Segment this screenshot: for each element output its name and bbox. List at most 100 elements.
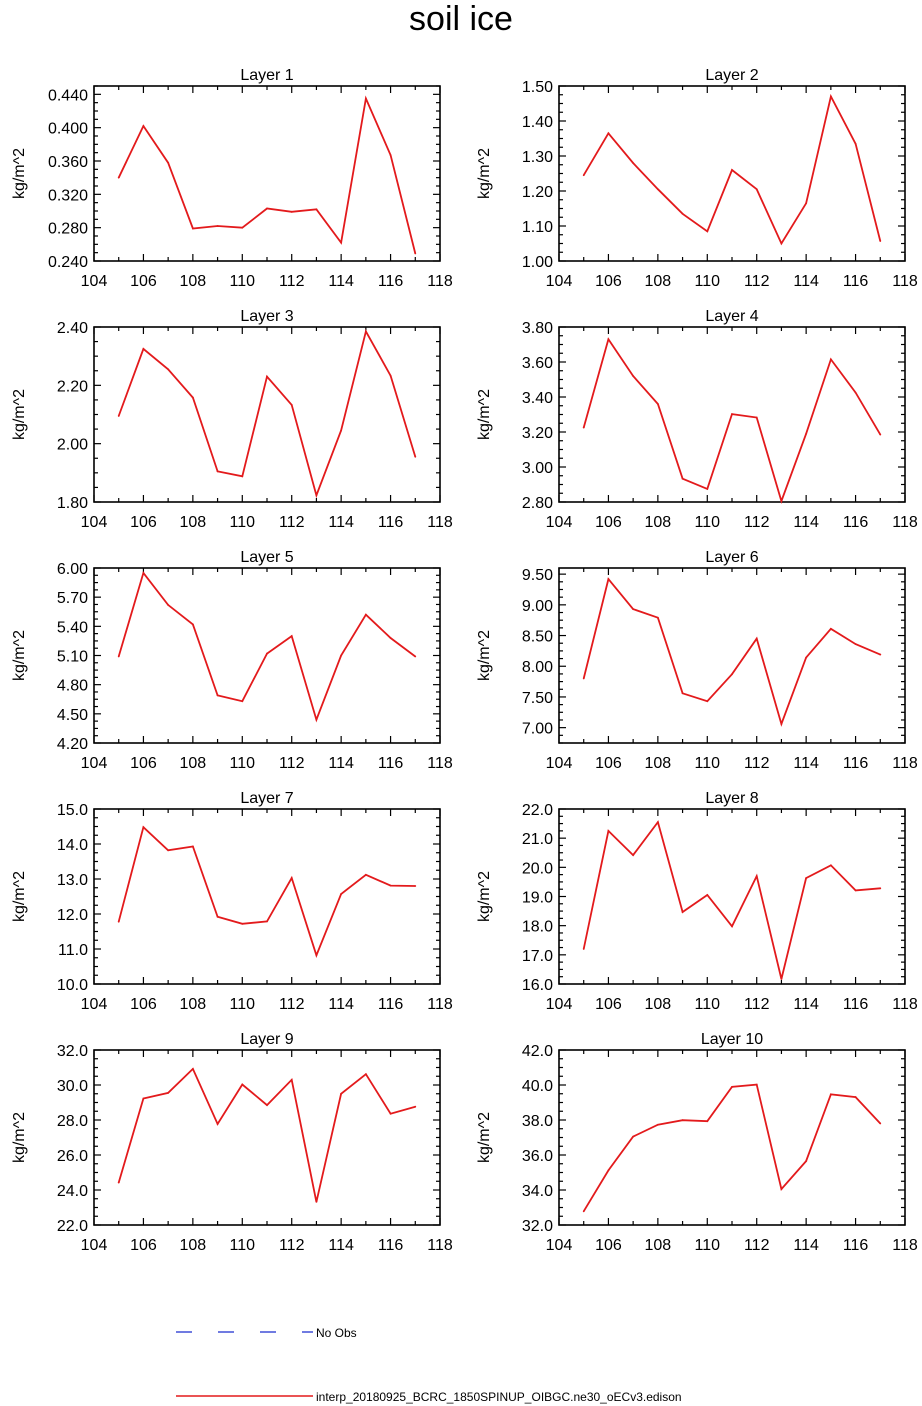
y-axis-label: kg/m^2	[11, 630, 28, 681]
x-tick-label: 118	[892, 755, 918, 772]
data-point	[731, 925, 733, 928]
data-point	[854, 391, 857, 394]
data-point	[290, 403, 293, 406]
data-point	[632, 162, 635, 164]
x-tick-label: 110	[230, 514, 256, 531]
data-point	[706, 700, 709, 703]
y-tick-label: 10.0	[57, 977, 88, 994]
y-tick-label: 5.10	[57, 649, 88, 666]
y-tick-label: 3.60	[522, 355, 553, 372]
x-tick-label: 106	[595, 273, 622, 290]
y-tick-label: 8.00	[522, 659, 553, 676]
x-tick-label: 110	[230, 996, 256, 1013]
x-tick-label: 114	[328, 755, 354, 772]
x-tick-label: 112	[279, 514, 305, 531]
data-point	[706, 894, 709, 896]
data-point	[780, 723, 783, 725]
series-line	[117, 328, 417, 499]
y-tick-label: 2.20	[57, 378, 88, 395]
data-point	[389, 154, 392, 157]
x-tick-label: 108	[180, 996, 207, 1013]
data-point	[389, 637, 392, 639]
x-tick-label: 112	[744, 273, 770, 290]
y-tick-label: 28.0	[57, 1113, 88, 1130]
y-tick-label: 4.20	[57, 736, 88, 753]
data-point	[780, 1188, 783, 1191]
data-point	[241, 475, 244, 478]
data-point	[829, 627, 832, 630]
x-tick-label: 118	[892, 996, 918, 1013]
y-tick-label: 21.0	[522, 831, 553, 848]
data-point	[582, 174, 585, 177]
y-axis-label: kg/m^2	[476, 1112, 493, 1163]
data-point	[829, 358, 832, 361]
x-tick-label: 104	[81, 273, 108, 290]
data-point	[389, 884, 392, 887]
x-tick-label: 104	[546, 273, 573, 290]
panels-container: Layer 1 kg/m^2 104 106 108 110 112 114 116 118 0.2…	[11, 67, 918, 1254]
data-point	[879, 653, 882, 656]
data-point	[142, 826, 145, 829]
data-point	[117, 655, 120, 658]
x-tick-label: 114	[793, 996, 819, 1013]
y-tick-label: 9.50	[522, 567, 553, 584]
y-tick-label: 1.50	[522, 79, 553, 96]
data-point	[829, 1093, 832, 1096]
x-tick-label: 114	[793, 514, 819, 531]
data-point	[706, 230, 709, 233]
panel-title: Layer 10	[701, 1031, 763, 1048]
x-tick-label: 106	[595, 1237, 622, 1254]
data-point	[879, 887, 882, 890]
y-axis-label: kg/m^2	[476, 630, 493, 681]
data-point	[414, 252, 417, 255]
y-tick-label: 0.280	[48, 221, 88, 238]
x-tick-label: 112	[279, 273, 305, 290]
y-tick-label: 1.30	[522, 149, 553, 166]
plot-frame	[93, 808, 441, 985]
data-point	[216, 694, 219, 697]
x-tick-label: 112	[279, 996, 305, 1013]
data-point	[632, 608, 635, 611]
y-tick-label: 32.0	[57, 1043, 88, 1060]
legend-label-no-obs: No Obs	[316, 1326, 357, 1340]
data-point	[167, 368, 170, 371]
y-tick-label: 7.50	[522, 690, 553, 707]
data-point	[656, 403, 659, 405]
data-point	[805, 877, 808, 880]
x-tick-label: 116	[843, 514, 869, 531]
x-tick-label: 114	[328, 514, 354, 531]
data-point	[216, 915, 219, 918]
data-point	[681, 692, 684, 695]
y-tick-label: 4.50	[57, 707, 88, 724]
data-point	[340, 893, 343, 895]
data-point	[805, 432, 808, 435]
x-tick-label: 118	[427, 1237, 453, 1254]
data-point	[364, 97, 367, 100]
y-tick-label: 2.80	[522, 495, 553, 512]
data-point	[607, 829, 610, 832]
x-tick-label: 106	[130, 514, 157, 531]
data-point	[191, 1068, 194, 1070]
x-tick-label: 104	[81, 996, 108, 1013]
data-point	[582, 677, 585, 680]
x-tick-label: 112	[744, 514, 770, 531]
data-point	[117, 176, 120, 179]
data-point	[315, 208, 318, 211]
data-point	[656, 1123, 659, 1126]
data-point	[290, 1078, 293, 1081]
data-point	[290, 877, 293, 879]
data-point	[681, 1119, 684, 1122]
x-tick-label: 104	[546, 755, 573, 772]
x-tick-label: 108	[645, 1237, 672, 1254]
y-tick-label: 0.440	[48, 87, 88, 104]
data-point	[414, 455, 417, 458]
series-line	[117, 825, 416, 958]
y-tick-label: 11.0	[58, 942, 88, 959]
data-point	[266, 652, 268, 655]
data-point	[290, 210, 293, 213]
panel-layer-7: Layer 7 kg/m^2 104 106 108 110 112 114 116 118 10.…	[11, 790, 453, 1013]
x-tick-label: 118	[427, 755, 453, 772]
panel-layer-5: Layer 5 kg/m^2 104 106 108 110 112 114 116 118 4.2…	[11, 549, 453, 772]
data-point	[755, 1083, 758, 1086]
x-tick-label: 116	[378, 1237, 404, 1254]
